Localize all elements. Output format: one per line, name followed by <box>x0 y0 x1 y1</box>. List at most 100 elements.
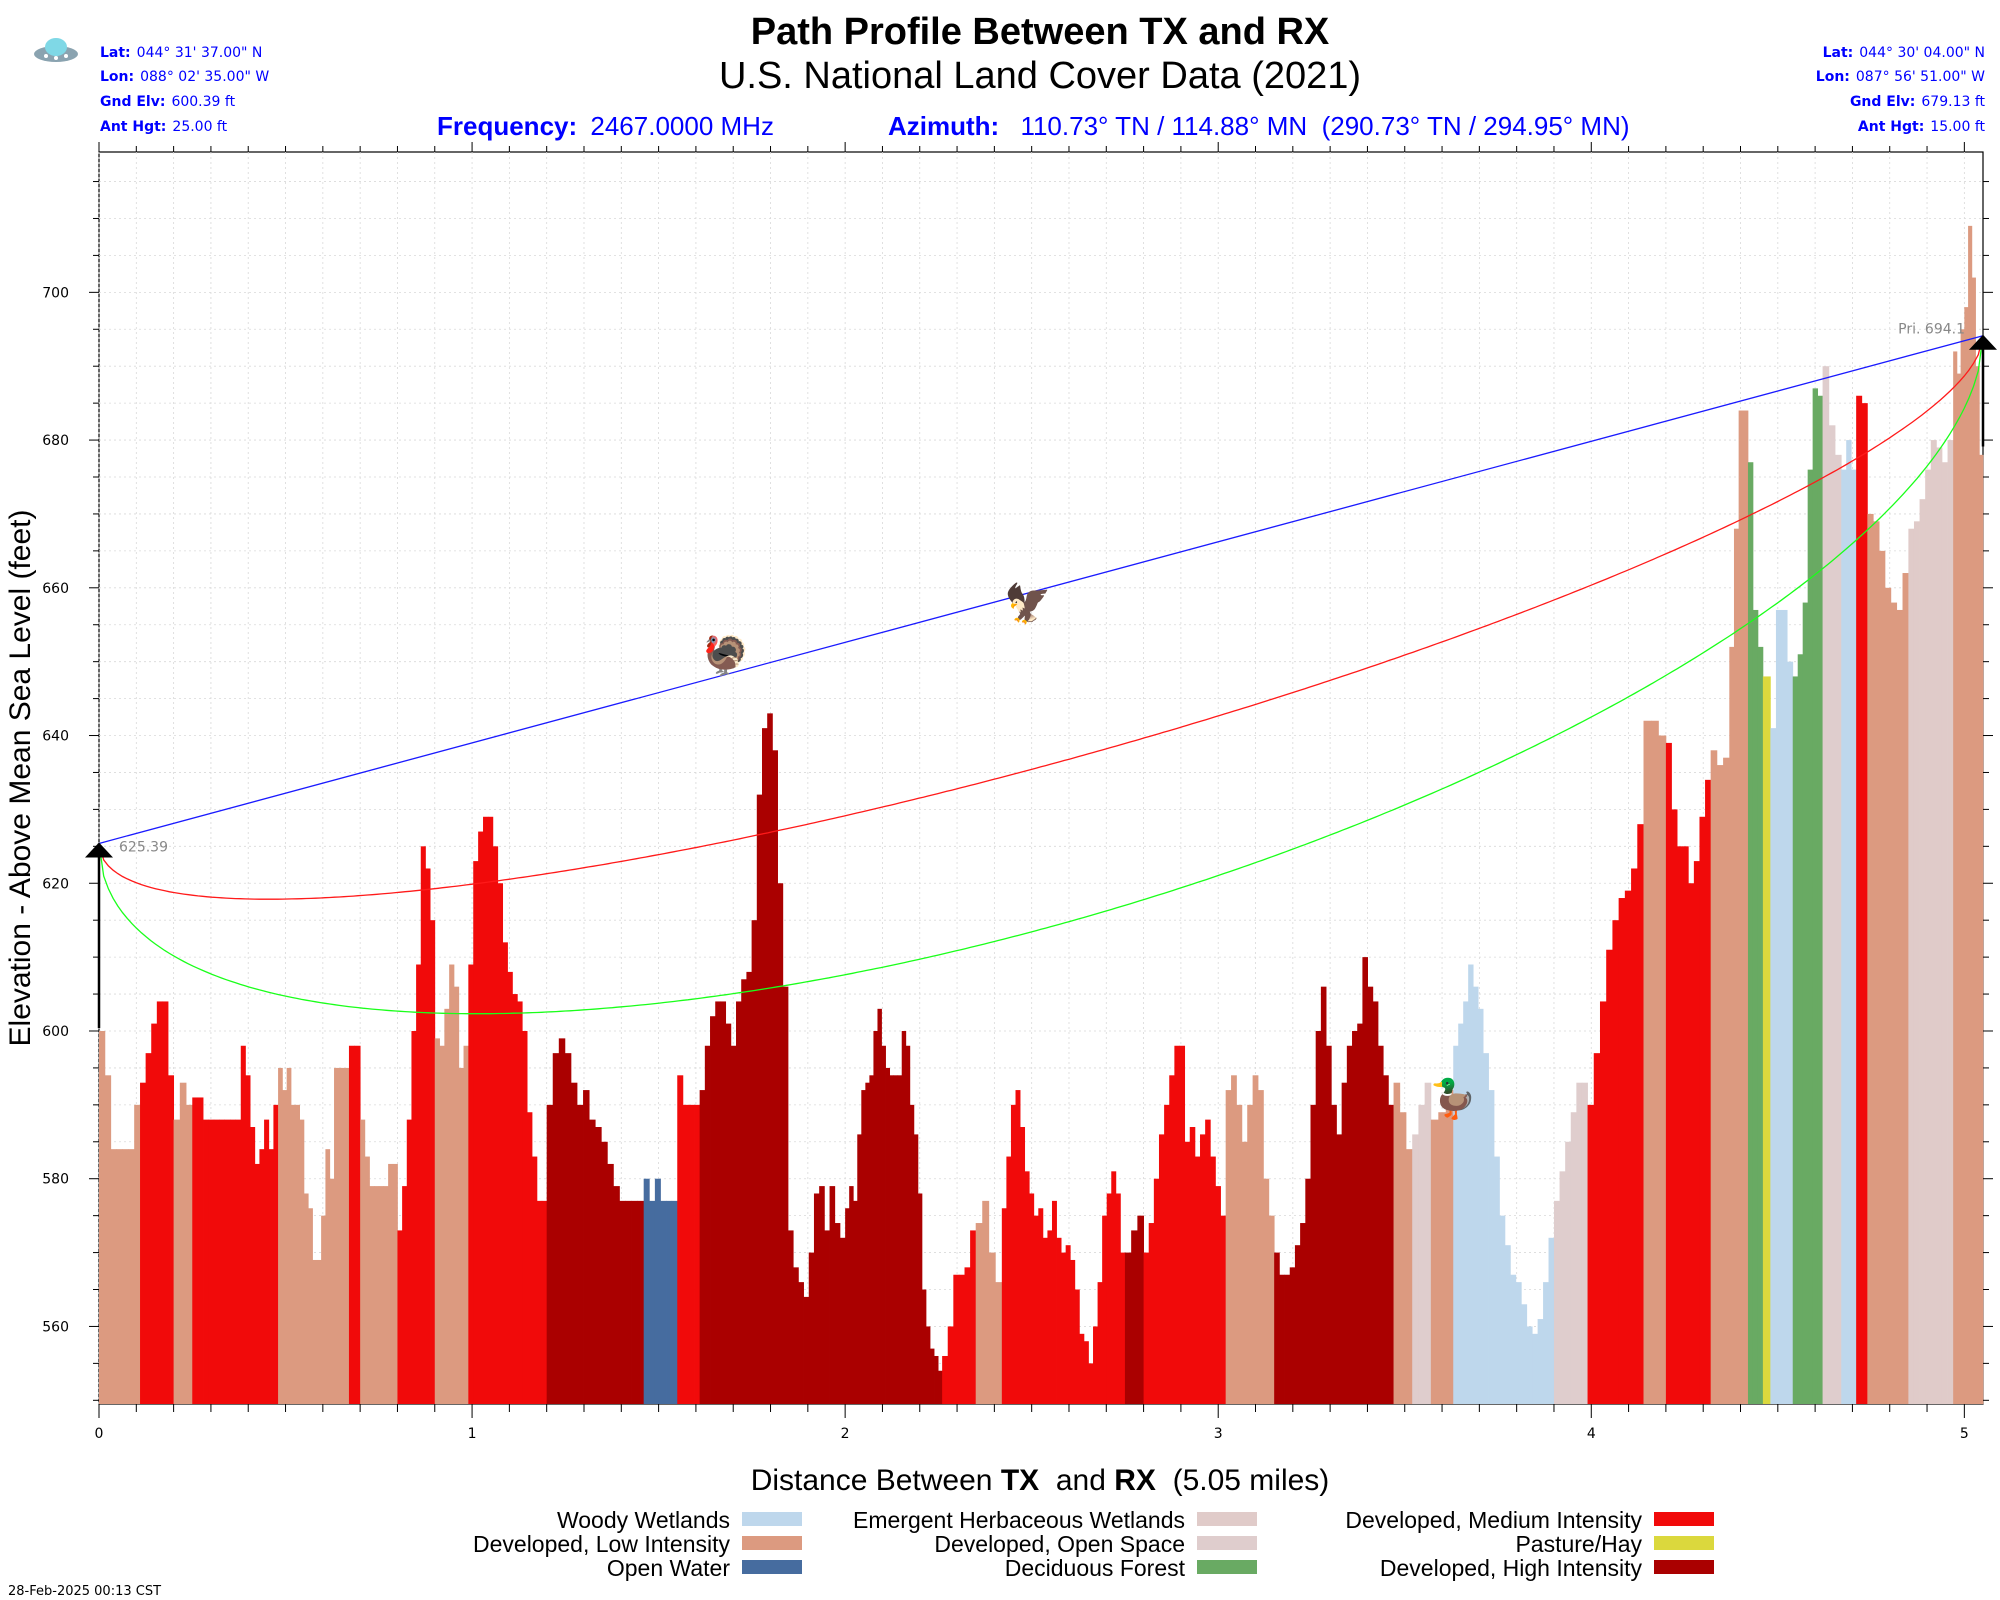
terrain-bar <box>1153 1178 1160 1404</box>
terrain-bar <box>282 1090 288 1404</box>
terrain-bar <box>736 1001 742 1404</box>
tx-gnd-label: Gnd Elv: <box>100 94 165 110</box>
terrain-bar <box>1352 1030 1358 1404</box>
terrain-bar <box>1158 1134 1165 1404</box>
legend-label: Woody Wetlands <box>557 1507 730 1533</box>
terrain-bar <box>1194 1156 1201 1404</box>
terrain-bar <box>453 986 460 1404</box>
terrain-bar <box>1559 1171 1566 1404</box>
terrain-bar <box>1241 1141 1248 1404</box>
terrain-bar <box>958 1274 965 1404</box>
tx-lon-value: 088° 02' 35.00" W <box>140 69 269 85</box>
y-tick-label: 640 <box>42 729 69 745</box>
terrain-bar <box>671 1200 678 1404</box>
terrain-bar <box>1856 395 1863 1404</box>
terrain-bar <box>473 861 479 1404</box>
terrain-bar <box>964 1267 971 1404</box>
terrain-bar <box>1890 602 1898 1404</box>
legend-label: Developed, Low Intensity <box>473 1531 730 1557</box>
x-axis-title-part-3: and <box>1039 1464 1114 1497</box>
terrain-bar <box>982 1200 990 1404</box>
terrain-bar <box>1294 1245 1301 1404</box>
terrain-bar <box>186 1104 193 1404</box>
terrain-bar <box>213 1119 220 1404</box>
terrain-bar <box>720 1001 727 1404</box>
terrain-bar <box>1902 573 1909 1404</box>
terrain-bar <box>250 1127 256 1404</box>
terrain-bar <box>1553 1200 1560 1404</box>
terrain-bar <box>829 1186 836 1404</box>
rx-gnd-label: Gnd Elv: <box>1850 94 1915 110</box>
terrain-bar <box>1873 521 1880 1404</box>
terrain-bar <box>1913 521 1920 1404</box>
axes: 0 1 2 3 4 5 560 580 600 620 640 660 680 700 <box>42 142 1993 1442</box>
terrain-bar <box>988 1252 996 1404</box>
terrain-bar <box>468 964 474 1404</box>
terrain-bar <box>564 1053 572 1404</box>
terrain-bar <box>913 1134 919 1404</box>
rx-antenna-label: Pri. 694.1 <box>1898 322 1965 338</box>
terrain-bar <box>1504 1245 1511 1404</box>
legend-swatch <box>1197 1560 1257 1574</box>
terrain-bar <box>885 1067 890 1404</box>
terrain-bar <box>1953 351 1958 1405</box>
terrain-bar <box>1029 1193 1035 1404</box>
terrain-bar <box>654 1178 661 1404</box>
terrain-bar <box>583 1090 590 1404</box>
terrain-bar <box>1001 1208 1007 1404</box>
svg-text:Lat:044° 31' 37.00" N: Lat: 044° 31' 37.00" N <box>100 45 262 61</box>
legend-label: Pasture/Hay <box>1515 1531 1642 1557</box>
frequency-label: Frequency: <box>437 111 577 141</box>
terrain-bar <box>1111 1171 1117 1404</box>
terrain-bar <box>439 1045 445 1404</box>
terrain-bar <box>688 1104 695 1404</box>
terrain-bar <box>1463 1001 1469 1404</box>
terrain-bar <box>354 1045 361 1404</box>
terrain-bar <box>699 1090 706 1404</box>
terrain-bar <box>1279 1274 1285 1404</box>
legend-label: Developed, Medium Intensity <box>1345 1507 1642 1533</box>
y-tick-label: 700 <box>42 285 69 301</box>
terrain-bar <box>99 1030 106 1404</box>
terrain-bar <box>1274 1252 1280 1404</box>
terrain-bar <box>104 1075 112 1404</box>
terrain-bar <box>151 1023 158 1404</box>
terrain-bar <box>613 1186 620 1404</box>
terrain-bar <box>259 1149 265 1404</box>
terrain-bar <box>303 1193 309 1404</box>
tx-gnd-value: 600.39 ft <box>171 94 235 110</box>
tx-ant-value: 25.00 ft <box>172 119 227 135</box>
terrain-bar <box>649 1200 656 1404</box>
terrain-bar <box>1770 728 1777 1404</box>
terrain-bar <box>1828 425 1836 1404</box>
terrain-bar <box>402 1186 408 1404</box>
terrain-bar <box>1051 1200 1057 1404</box>
terrain-bar <box>1438 1112 1447 1404</box>
terrain-bar <box>1743 410 1749 1404</box>
terrain-bar <box>1124 1252 1132 1404</box>
terrain-bar <box>1024 1171 1030 1404</box>
terrain-bar <box>1200 1134 1206 1404</box>
terrain-bar <box>558 1038 566 1404</box>
terrain-bar <box>1367 986 1374 1404</box>
terrain-bar <box>1757 646 1764 1404</box>
svg-text:Lat:044° 30' 04.00" N: Lat: 044° 30' 04.00" N <box>1823 45 1985 61</box>
terrain-bar <box>715 1001 721 1404</box>
terrain-bar <box>1723 757 1730 1404</box>
terrain-bar <box>1879 550 1886 1404</box>
terrain-bar <box>601 1141 608 1404</box>
terrain-bar <box>1315 1030 1322 1404</box>
azimuth-readout: Azimuth: 110.73° TN / 114.88° MN (290.73… <box>888 111 1630 141</box>
legend-swatch <box>742 1536 802 1550</box>
terrain-bar <box>546 1104 554 1404</box>
terrain-bar <box>1956 373 1962 1405</box>
terrain-bar <box>536 1200 543 1404</box>
terrain-bar <box>1310 1104 1317 1404</box>
terrain-bar <box>406 1119 412 1404</box>
terrain-bar <box>1362 957 1368 1404</box>
rx-lon-value: 087° 56' 51.00" W <box>1856 69 1985 85</box>
terrain-bar <box>1747 462 1754 1404</box>
terrain-bar <box>308 1208 313 1404</box>
terrain-bar <box>497 883 504 1404</box>
